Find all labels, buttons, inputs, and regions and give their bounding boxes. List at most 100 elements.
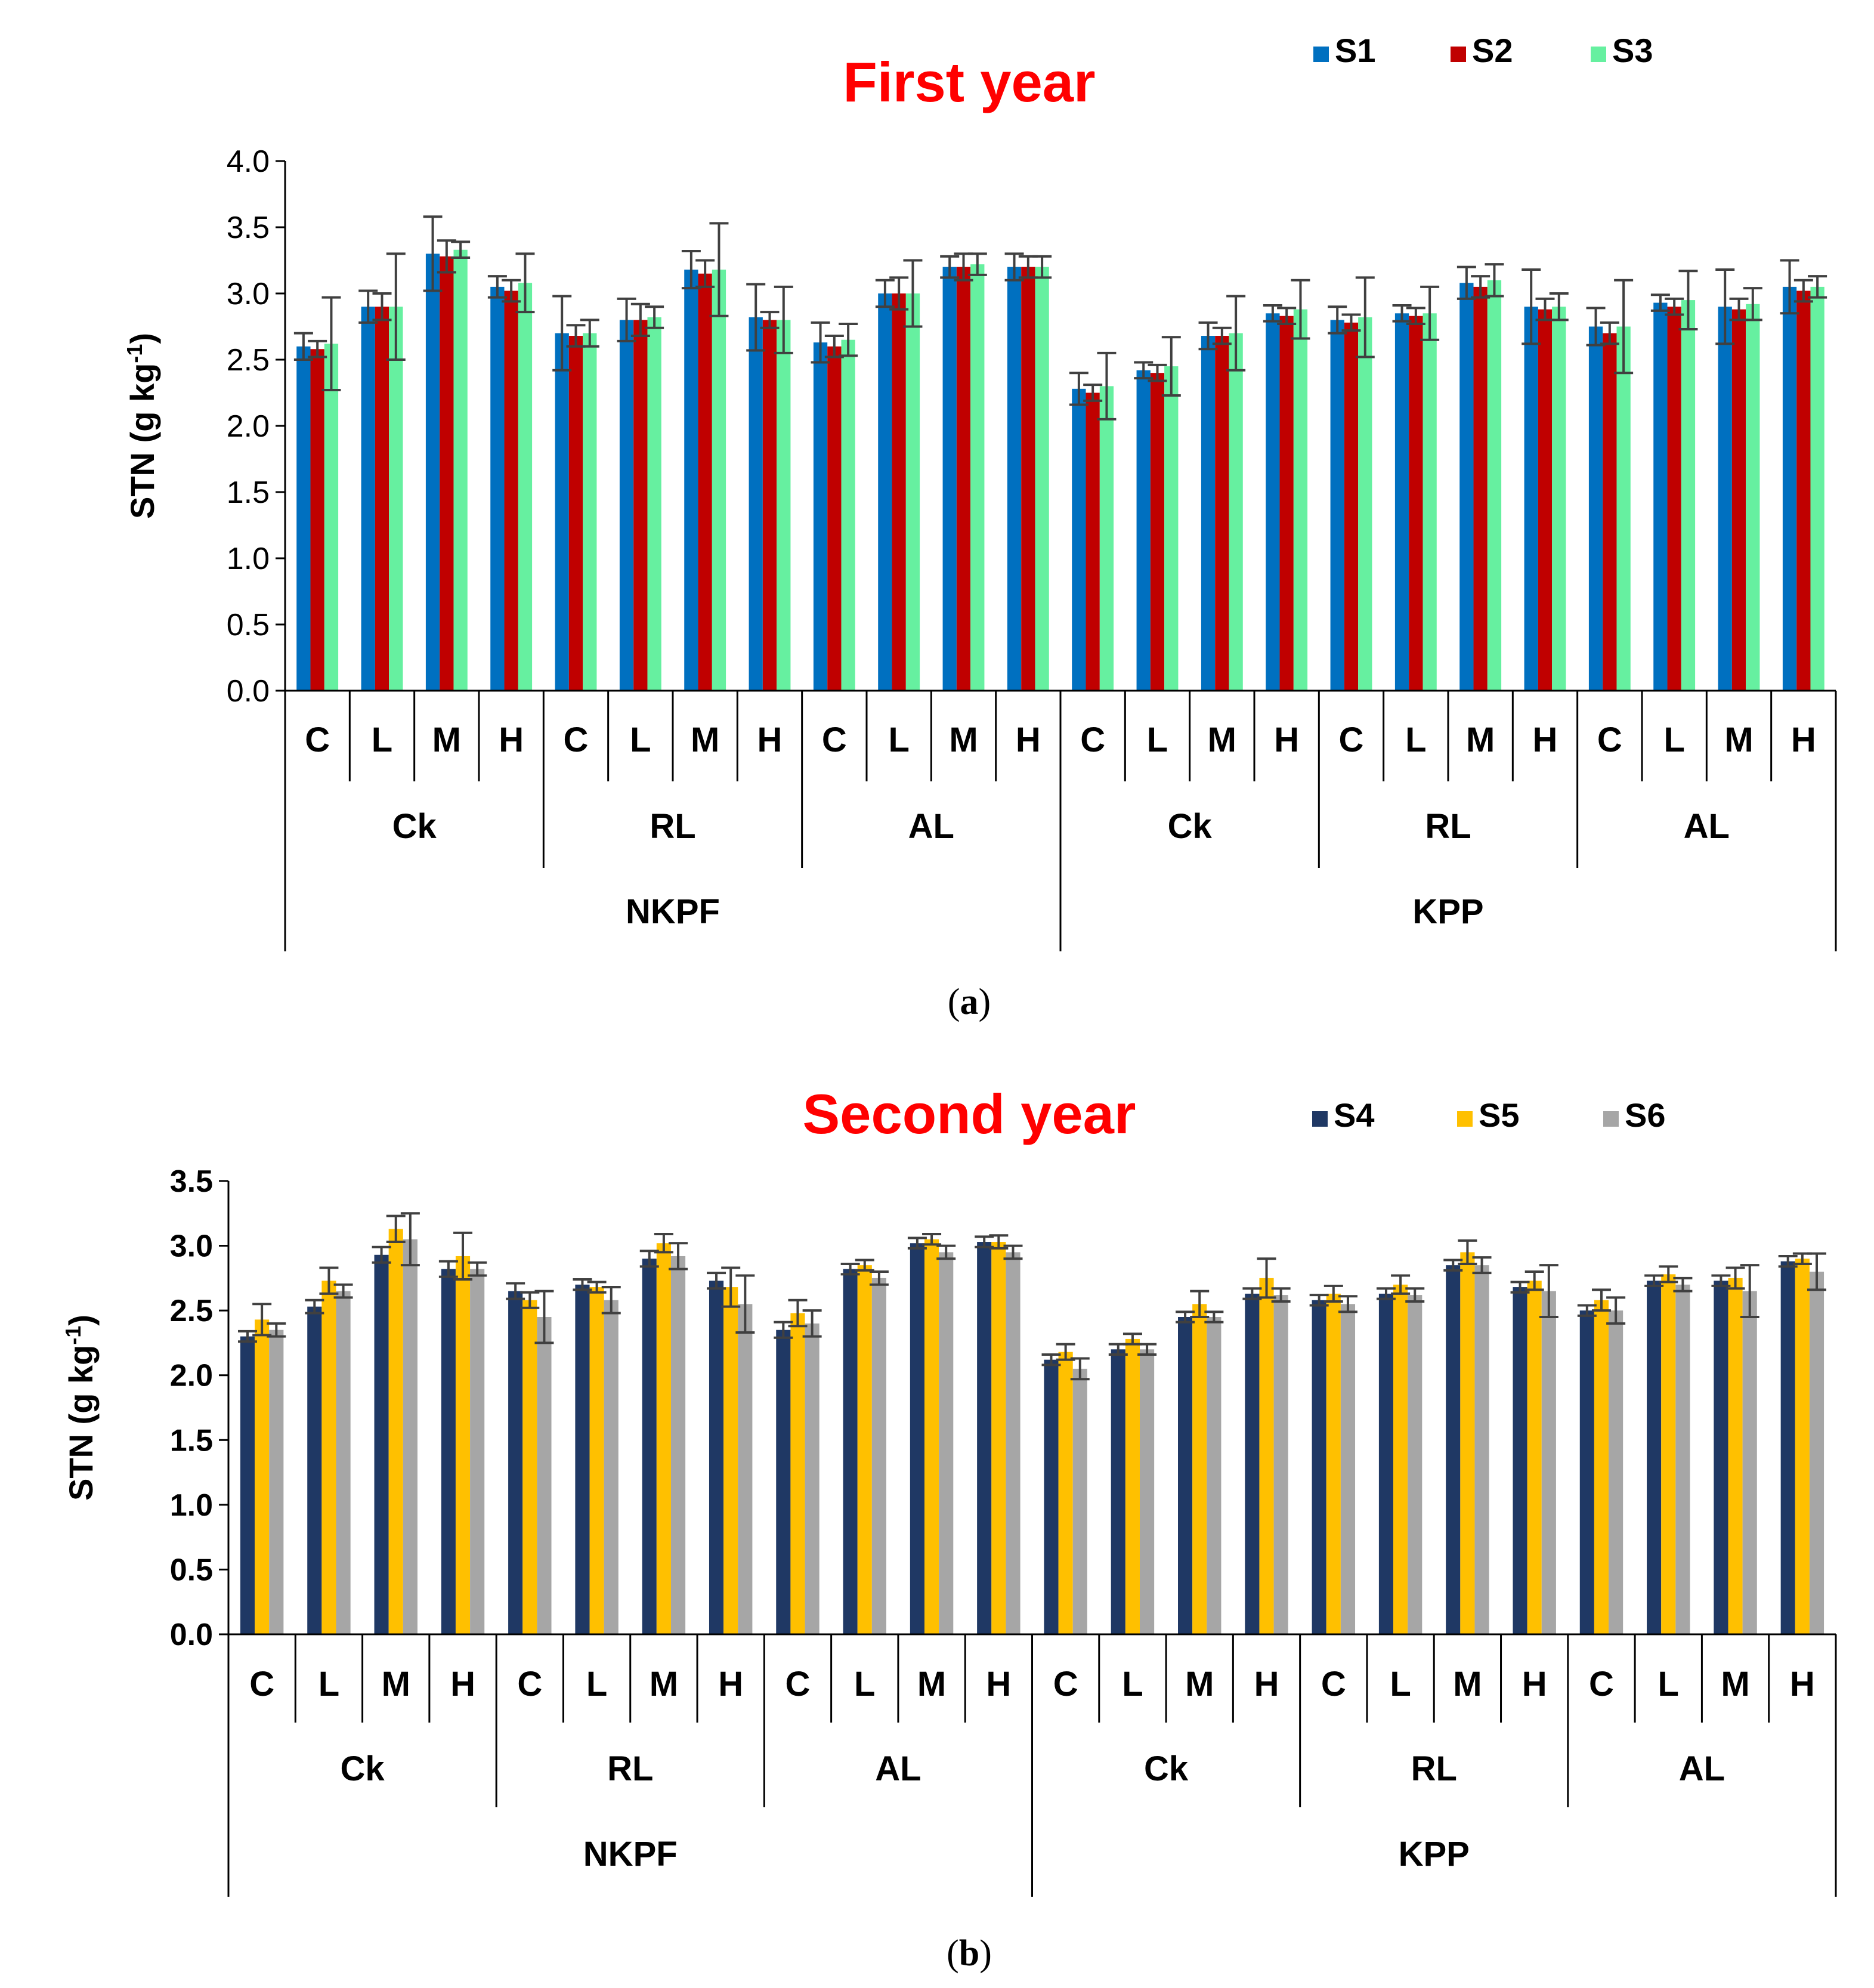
panel-a-bar-s1 <box>1201 336 1216 691</box>
panel-b-bar-s4 <box>910 1243 924 1634</box>
panel-b-category-label-level1: L <box>318 1665 339 1703</box>
panel-b-y-tick-label: 3.5 <box>170 1164 213 1199</box>
panel-a-bar-s3 <box>453 249 468 691</box>
panel-a-bar-s2 <box>1796 290 1811 691</box>
panel-b-category-label-level1: M <box>917 1665 946 1703</box>
panel-a-bar-s3 <box>1164 366 1179 691</box>
panel-a-bar-s2 <box>440 256 454 691</box>
panel-b-bar-s5 <box>1058 1352 1073 1634</box>
panel-b-y-tick-label: 3.0 <box>170 1229 213 1264</box>
panel-b-bar-s6 <box>1072 1368 1087 1634</box>
panel-b-category-label-level1: L <box>586 1665 607 1703</box>
panel-b-category-label-level1: M <box>1185 1665 1214 1703</box>
panel-a-legend-swatch-s2 <box>1451 47 1466 62</box>
panel-b-bar-s6 <box>604 1300 619 1634</box>
panel-b-legend-swatch-s6 <box>1603 1111 1619 1127</box>
panel-a-category-label-level1: M <box>1466 721 1495 759</box>
panel-a-bar-s2 <box>1409 316 1423 691</box>
panel-b-bar-s4 <box>575 1284 590 1634</box>
panel-b-category-label-level1: M <box>1721 1665 1749 1703</box>
panel-b-bar-s5 <box>1460 1252 1475 1634</box>
panel-b-bar-s5 <box>1393 1284 1408 1634</box>
panel-a-bar-s1 <box>942 267 957 691</box>
panel-a-y-tick-label: 0.0 <box>227 674 270 709</box>
panel-a-y-tick-label: 3.5 <box>227 211 270 245</box>
panel-b-category-label-level2: Ck <box>1144 1749 1189 1788</box>
panel-b-category-label-level1: M <box>650 1665 678 1703</box>
panel-b-bar-s6 <box>670 1256 686 1634</box>
panel-b-category-label-level1: C <box>1053 1665 1078 1703</box>
panel-a-bar-s1 <box>490 286 505 691</box>
panel-b-bar-s4 <box>374 1254 389 1634</box>
panel-a-category-label-level2: AL <box>908 807 954 846</box>
panel-b-category-label-level1: H <box>1254 1665 1279 1703</box>
panel-b-bar-s5 <box>723 1287 738 1634</box>
panel-a-bar-s2 <box>504 290 518 691</box>
panel-a-legend-label-s3: S3 <box>1612 32 1653 69</box>
panel-b-bar-s6 <box>1609 1310 1623 1634</box>
panel-b-bar-s6 <box>1207 1317 1221 1634</box>
panel-b-bar-s5 <box>1795 1259 1810 1634</box>
panel-a-category-label-level1: M <box>691 721 719 759</box>
panel-a-bar-s3 <box>1099 386 1114 691</box>
panel-b-bar-s6 <box>1474 1265 1489 1634</box>
panel-a-category-label-level3: NKPF <box>626 892 720 931</box>
panel-b-bar-s4 <box>240 1336 255 1634</box>
panel-b-bar-s4 <box>843 1269 858 1634</box>
panel-a-bar-s3 <box>647 317 661 691</box>
panel-b-legend-label-s4: S4 <box>1334 1096 1375 1134</box>
panel-a-chart-title: First year <box>843 51 1095 113</box>
panel-b-y-tick-label: 0.5 <box>170 1553 213 1587</box>
panel-a-bar-s2 <box>1603 333 1617 691</box>
panel-a-bar-s3 <box>1358 317 1372 691</box>
panel-a-category-label-level1: M <box>432 721 461 759</box>
panel-b-bar-s4 <box>709 1281 724 1634</box>
panel-b-bar-s6 <box>1809 1272 1824 1634</box>
panel-a-bar-s2 <box>827 346 842 691</box>
panel-b-legend-swatch-s5 <box>1457 1111 1473 1127</box>
panel-a-bar-s2 <box>1150 373 1165 691</box>
panel-a-category-label-level1: M <box>1208 721 1236 759</box>
panel-b-y-axis-label: STN (g kg-1) <box>61 1315 100 1501</box>
panel-a-category-label-level2: RL <box>1425 807 1471 846</box>
panel-a-category-label-level1: C <box>564 721 589 759</box>
panel-a-category-label-level2: Ck <box>1168 807 1213 846</box>
panel-b-bar-s6 <box>269 1330 284 1634</box>
panel-b-bar-s4 <box>1513 1287 1527 1634</box>
panel-b-bar-s4 <box>776 1330 791 1634</box>
panel-a-y-axis-label: STN (g kg-1) <box>122 333 161 519</box>
panel-a-category-label-level3: KPP <box>1412 892 1483 931</box>
panel-a-category-label-level1: H <box>1533 721 1558 759</box>
panel-b-bar-s4 <box>1044 1359 1059 1634</box>
panel-a-bar-s1 <box>1330 320 1344 691</box>
panel-b-category-label-level3: NKPF <box>583 1835 678 1873</box>
panel-b-y-tick-label: 1.5 <box>170 1423 213 1458</box>
panel-b-legend-swatch-s4 <box>1312 1111 1328 1127</box>
panel-b-category-label-level1: C <box>1321 1665 1346 1703</box>
panel-a-category-label-level1: H <box>1274 721 1299 759</box>
panel-b-category-label-level1: L <box>854 1665 875 1703</box>
panel-a-bar-s3 <box>970 264 985 691</box>
panel-a-bar-s1 <box>813 342 828 691</box>
panel-b-bar-s5 <box>656 1243 671 1634</box>
panel-a-bar-s3 <box>1229 333 1243 691</box>
panel-a-bar-s2 <box>1344 322 1359 691</box>
panel-a-bar-s3 <box>1746 304 1760 691</box>
panel-a-bar-s3 <box>583 333 597 691</box>
panel-a-bar-s1 <box>619 320 634 691</box>
panel-b-y-tick-label: 2.0 <box>170 1359 213 1393</box>
panel-b-bar-s5 <box>589 1287 604 1634</box>
panel-a-bar-s3 <box>1035 267 1049 691</box>
panel-a-bar-s3 <box>1552 307 1566 691</box>
panel-b-bar-s5 <box>522 1300 537 1634</box>
panel-a-bar-s2 <box>892 293 906 691</box>
panel-a-bar-s3 <box>905 293 920 691</box>
panel-a-bar-s2 <box>698 273 712 691</box>
panel-a-bar-s2 <box>1215 336 1229 691</box>
panel-b-bar-s6 <box>1675 1284 1690 1634</box>
panel-a-legend-swatch-s1 <box>1313 47 1329 62</box>
panel-b-bar-s5 <box>1728 1278 1743 1634</box>
panel-b-bar-s5 <box>1527 1281 1542 1634</box>
panel-b-bar-s5 <box>388 1229 403 1634</box>
